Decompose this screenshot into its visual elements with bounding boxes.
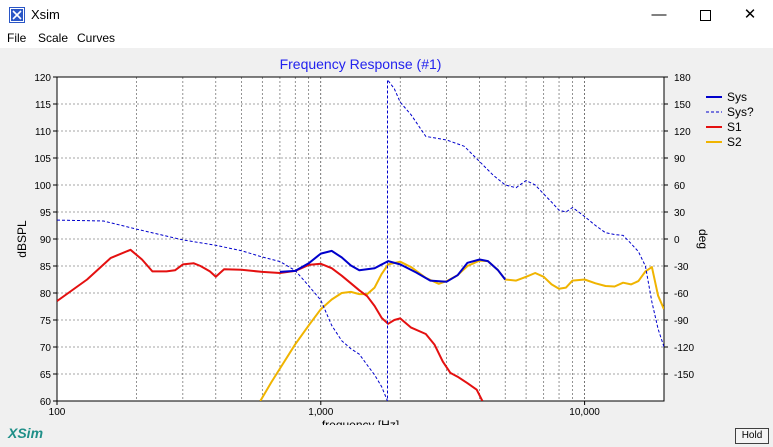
- close-icon: ✕: [743, 6, 757, 23]
- legend-entry: Sys?: [727, 105, 754, 119]
- y-tick-label: 80: [40, 289, 52, 300]
- minimize-icon: —: [651, 6, 667, 23]
- y2-tick-label: 180: [674, 73, 691, 84]
- y-tick-label: 110: [35, 127, 51, 138]
- y-tick-label: 105: [34, 154, 51, 165]
- y2-axis-label: deg: [696, 229, 710, 249]
- x-tick-label: 100: [49, 407, 66, 418]
- close-button[interactable]: ✕: [727, 0, 773, 30]
- y-tick-label: 75: [40, 316, 52, 327]
- y-tick-label: 95: [40, 208, 52, 219]
- y-tick-label: 85: [40, 262, 52, 273]
- menu-curves[interactable]: Curves: [77, 31, 116, 45]
- x-axis-label: frequency [Hz]: [322, 418, 399, 425]
- y2-tick-label: -60: [674, 289, 689, 300]
- window-title: Xsim: [31, 7, 60, 22]
- y2-tick-label: 120: [674, 127, 691, 138]
- y-axis-label: dBSPL: [15, 220, 29, 258]
- y2-tick-label: 0: [674, 235, 680, 246]
- y2-tick-label: 60: [674, 181, 686, 192]
- y2-tick-label: -150: [674, 370, 694, 381]
- legend-entry: Sys: [727, 90, 747, 104]
- y2-tick-label: 150: [674, 100, 691, 111]
- x-tick-label: 10,000: [569, 407, 600, 418]
- y-tick-label: 90: [40, 235, 52, 246]
- plot-background: [57, 77, 664, 401]
- legend-entry: S1: [727, 120, 742, 134]
- x-tick-label: 1,000: [308, 407, 333, 418]
- menu-file[interactable]: File: [7, 31, 27, 45]
- chart-title: Frequency Response (#1): [280, 56, 442, 72]
- title-bar: Xsim — ✕: [0, 0, 773, 30]
- frequency-response-chart[interactable]: 60 65 70 75 80 85 90 95 100 105 110 115 120 -150 -120 -…: [0, 48, 773, 425]
- minimize-button[interactable]: —: [636, 0, 682, 30]
- hold-button[interactable]: Hold: [735, 428, 769, 444]
- menu-bar: File Scale Curves: [0, 30, 773, 48]
- series-line-s1: [57, 248, 484, 401]
- y2-tick-label: -30: [674, 262, 689, 273]
- y2-tick-label: 90: [674, 154, 686, 165]
- y2-tick-label: -120: [674, 343, 694, 354]
- y-tick-label: 60: [40, 397, 52, 408]
- y-tick-label: 115: [35, 100, 51, 111]
- xsim-logo: XSim: [8, 425, 44, 441]
- y2-tick-label: 30: [674, 208, 686, 219]
- app-icon: [9, 7, 25, 23]
- y-tick-label: 65: [40, 370, 52, 381]
- y-tick-label: 120: [34, 73, 51, 84]
- legend-entry: S2: [727, 135, 742, 149]
- y-tick-label: 100: [34, 181, 51, 192]
- maximize-icon: [699, 10, 711, 21]
- series-line-sys: [279, 249, 506, 283]
- maximize-button[interactable]: [682, 0, 728, 30]
- menu-scale[interactable]: Scale: [38, 31, 69, 45]
- y2-tick-label: -90: [674, 316, 689, 327]
- y-tick-label: 70: [40, 343, 52, 354]
